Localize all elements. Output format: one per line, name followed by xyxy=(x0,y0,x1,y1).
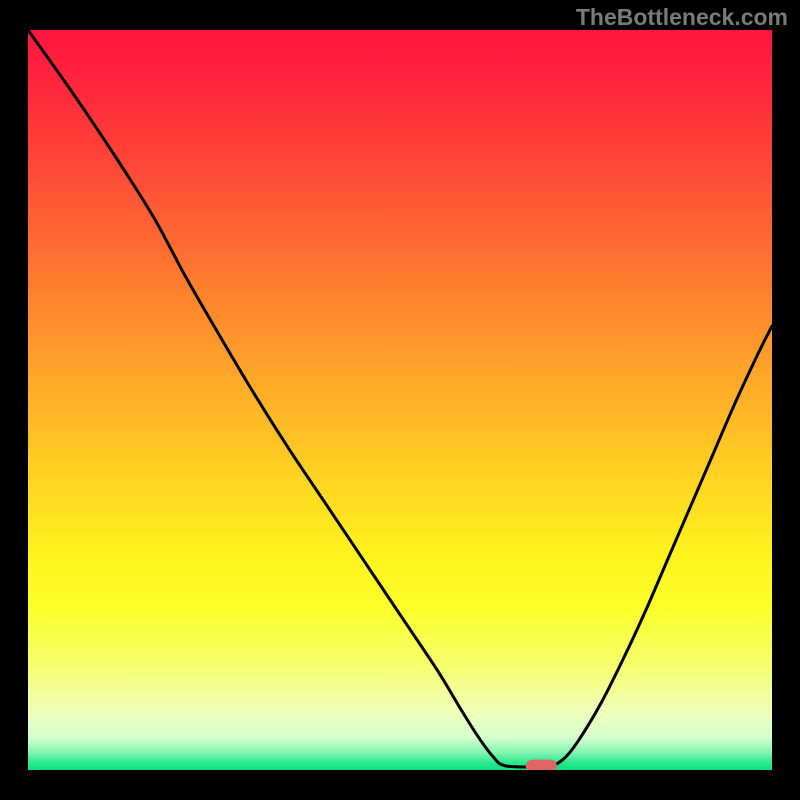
chart-svg xyxy=(28,30,772,770)
watermark-text: TheBottleneck.com xyxy=(576,4,788,31)
gradient-background xyxy=(28,30,772,770)
plot-area xyxy=(28,30,772,770)
optimum-marker xyxy=(526,760,557,770)
chart-container: TheBottleneck.com xyxy=(0,0,800,800)
